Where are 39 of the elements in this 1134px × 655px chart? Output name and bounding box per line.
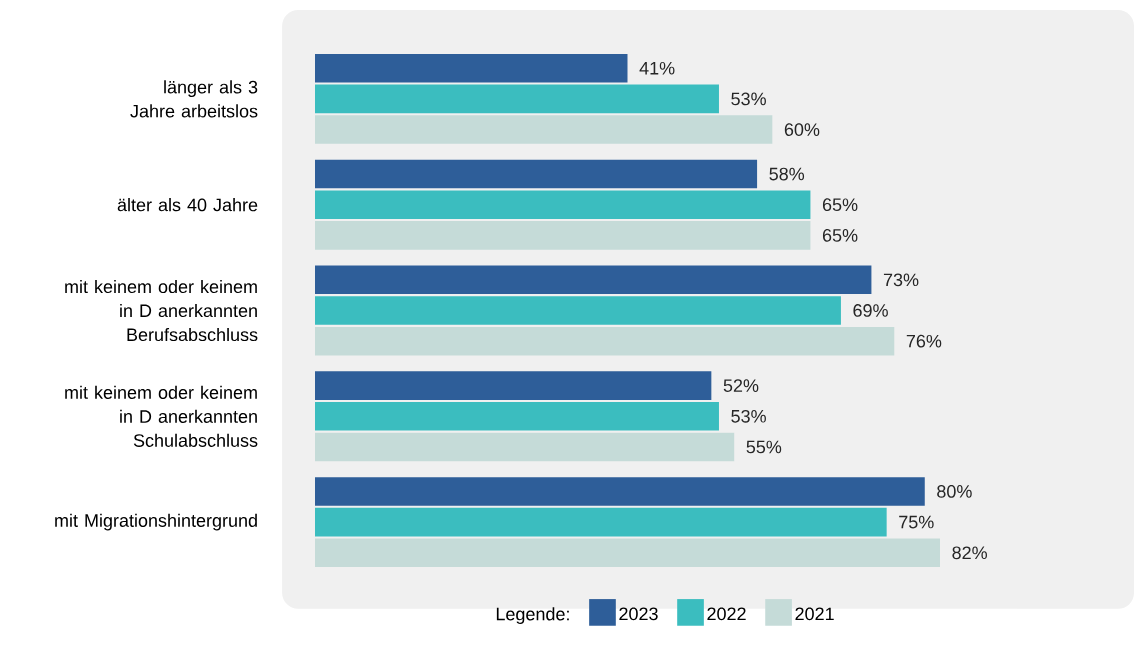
y-tick-label: mit keinem oder keinem in D anerkannten Schulabschluss: [65, 385, 258, 447]
y-tick-label: mit keinem oder keinem in D anerkannten Berufsabschluss: [65, 279, 258, 342]
bar: [315, 190, 811, 219]
y-tick-label: länger als 3 Jahre arbeitslos: [130, 80, 258, 118]
data-label: 80%: [937, 485, 972, 498]
bar: [315, 538, 941, 568]
bar: [315, 326, 895, 356]
y-tick-label: älter als 40 Jahre: [117, 198, 258, 212]
data-label: 53%: [731, 92, 766, 106]
bar: [315, 507, 887, 537]
data-label: 41%: [639, 61, 675, 75]
bar: [315, 115, 773, 144]
data-label: 60%: [784, 123, 820, 136]
y-tick-label: mit Migrationshintergrund: [55, 513, 257, 531]
data-label: 65%: [822, 229, 858, 242]
bar: [315, 402, 719, 431]
data-label: 76%: [906, 334, 942, 348]
data-label: 55%: [746, 440, 782, 454]
data-label: 75%: [899, 515, 934, 529]
legend-title: Legende:: [496, 607, 569, 624]
data-label: 73%: [883, 273, 919, 287]
bar: [315, 159, 758, 189]
legend-label: 2022: [707, 607, 746, 621]
data-label: 53%: [731, 409, 766, 423]
bar: [315, 371, 712, 400]
bar: [315, 221, 811, 250]
legend-label: 2021: [795, 607, 834, 621]
legend-label: 2023: [619, 607, 658, 621]
bar: [315, 477, 925, 506]
bar: [315, 84, 719, 114]
data-label: 65%: [822, 198, 858, 212]
data-label: 82%: [952, 546, 987, 560]
data-label: 69%: [853, 304, 888, 317]
bar: [315, 432, 735, 462]
bar: [315, 296, 841, 325]
bar: [315, 265, 872, 295]
bar: [315, 53, 628, 83]
data-label: 52%: [723, 379, 759, 392]
data-label: 58%: [769, 167, 805, 181]
